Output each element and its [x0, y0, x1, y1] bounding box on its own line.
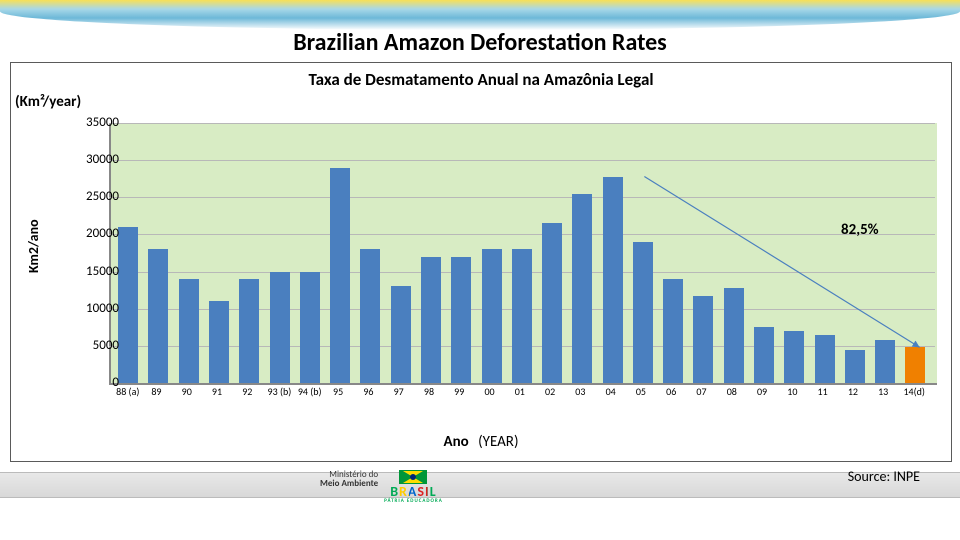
y-tick-label: 15000	[63, 264, 119, 279]
bar	[148, 249, 168, 383]
x-tick-label: 12	[843, 385, 863, 398]
x-tick-label: 89	[146, 385, 166, 398]
bar	[209, 301, 229, 383]
bar	[239, 279, 259, 383]
x-tick-label: 13	[873, 385, 893, 398]
footer-bar	[0, 472, 960, 498]
x-tick-label: 08	[722, 385, 742, 398]
x-tick-label: 96	[358, 385, 378, 398]
x-tick-label: 10	[782, 385, 802, 398]
bar	[421, 257, 441, 383]
x-tick-label: 95	[328, 385, 348, 398]
x-tick-label: 88 (a)	[116, 385, 136, 398]
bar	[270, 272, 290, 383]
bar	[693, 296, 713, 383]
x-axis-title-extra: (YEAR)	[478, 433, 518, 451]
mma-logo-text: Ministério do Meio Ambiente	[320, 470, 378, 488]
source-label: Source: INPE	[848, 468, 920, 485]
y-tick-label: 10000	[63, 301, 119, 316]
bar	[815, 335, 835, 383]
x-tick-label: 92	[237, 385, 257, 398]
footer-logos: Ministério do Meio Ambiente BRASIL PÁTRI…	[320, 470, 443, 504]
x-tick-label: 00	[480, 385, 500, 398]
x-tick-label: 94 (b)	[298, 385, 318, 398]
bar	[784, 331, 804, 383]
x-tick-label: 07	[691, 385, 711, 398]
x-tick-label: 90	[177, 385, 197, 398]
x-tick-label: 11	[813, 385, 833, 398]
x-axis-title: Ano (YEAR)	[11, 433, 951, 451]
bar	[603, 177, 623, 384]
bar	[542, 223, 562, 383]
x-axis-title-main: Ano	[443, 433, 468, 451]
bar	[663, 279, 683, 383]
x-tick-label: 97	[389, 385, 409, 398]
y-tick-label: 30000	[63, 152, 119, 167]
x-tick-label: 14(d)	[903, 385, 923, 398]
x-tick-label: 02	[540, 385, 560, 398]
x-tick-label: 03	[570, 385, 590, 398]
x-tick-label: 05	[631, 385, 651, 398]
brasil-logo: BRASIL PÁTRIA EDUCADORA	[384, 470, 443, 504]
bar	[391, 286, 411, 383]
mma-line2: Meio Ambiente	[320, 479, 378, 488]
bar	[482, 249, 502, 383]
bar	[845, 350, 865, 383]
bar-series	[109, 123, 935, 383]
y-unit-label: (Km²/year)	[15, 93, 81, 111]
brasil-flag-icon	[399, 470, 427, 484]
y-tick-label: 35000	[63, 115, 119, 130]
chart-subtitle: Taxa de Desmatamento Anual na Amazônia L…	[11, 69, 951, 90]
bar	[179, 279, 199, 383]
y-tick-label: 25000	[63, 189, 119, 204]
y-tick-label: 20000	[63, 226, 119, 241]
page-title: Brazilian Amazon Deforestation Rates	[0, 28, 960, 57]
bar	[754, 327, 774, 383]
bar	[875, 340, 895, 383]
bar	[330, 168, 350, 383]
brasil-word: BRASIL	[390, 485, 436, 499]
x-tick-label: 06	[661, 385, 681, 398]
y-axis-title: Km2/ano	[25, 219, 42, 273]
x-tick-label: 04	[601, 385, 621, 398]
percent-annotation: 82,5%	[841, 221, 879, 239]
plot-area	[109, 123, 935, 383]
brasil-tagline: PÁTRIA EDUCADORA	[384, 499, 443, 504]
bar	[572, 194, 592, 383]
bar	[451, 257, 471, 383]
bar	[360, 249, 380, 383]
x-tick-label: 99	[449, 385, 469, 398]
x-tick-label: 09	[752, 385, 772, 398]
y-tick-label: 5000	[63, 338, 119, 353]
bar	[300, 272, 320, 383]
bar	[633, 242, 653, 383]
x-tick-label: 98	[419, 385, 439, 398]
bar	[512, 249, 532, 383]
x-axis-labels: 88 (a) 89 90 91 92 93 (b) 94 (b) 95 96 97 98 99 00 01…	[109, 385, 935, 398]
chart-container: Taxa de Desmatamento Anual na Amazônia L…	[10, 62, 952, 462]
bar	[118, 227, 138, 383]
bar	[905, 347, 925, 383]
bar	[724, 288, 744, 383]
x-tick-label: 91	[207, 385, 227, 398]
x-tick-label: 01	[510, 385, 530, 398]
decorative-top-wave	[0, 0, 960, 30]
x-tick-label: 93 (b)	[268, 385, 288, 398]
